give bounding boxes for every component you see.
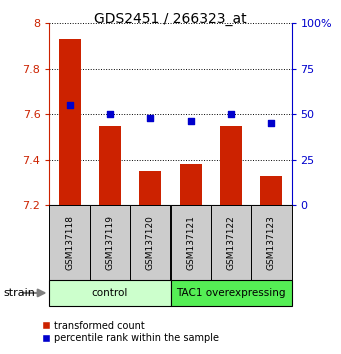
Text: GSM137120: GSM137120 [146,215,155,270]
Point [269,120,274,126]
Text: GSM137119: GSM137119 [105,215,115,270]
Bar [180,164,202,205]
Text: GSM137123: GSM137123 [267,215,276,270]
Bar [59,39,81,205]
Text: GDS2451 / 266323_at: GDS2451 / 266323_at [94,12,247,27]
Text: control: control [92,288,128,298]
Point [67,102,72,108]
Legend: transformed count, percentile rank within the sample: transformed count, percentile rank withi… [39,317,222,347]
Point [107,111,113,117]
Bar [49,205,90,280]
Bar [170,205,211,280]
Bar [139,171,161,205]
Text: GSM137118: GSM137118 [65,215,74,270]
Bar [251,205,292,280]
Bar [211,205,251,280]
Point [188,119,193,124]
Point [148,115,153,121]
Bar [99,126,121,205]
Bar [220,126,242,205]
Bar [90,205,130,280]
Bar [260,176,282,205]
Bar [49,280,170,306]
Text: strain: strain [3,288,35,298]
Bar [170,280,292,306]
Text: GSM137122: GSM137122 [226,215,236,270]
Bar [130,205,170,280]
Point [228,111,234,117]
Text: TAC1 overexpressing: TAC1 overexpressing [176,288,286,298]
Text: GSM137121: GSM137121 [186,215,195,270]
